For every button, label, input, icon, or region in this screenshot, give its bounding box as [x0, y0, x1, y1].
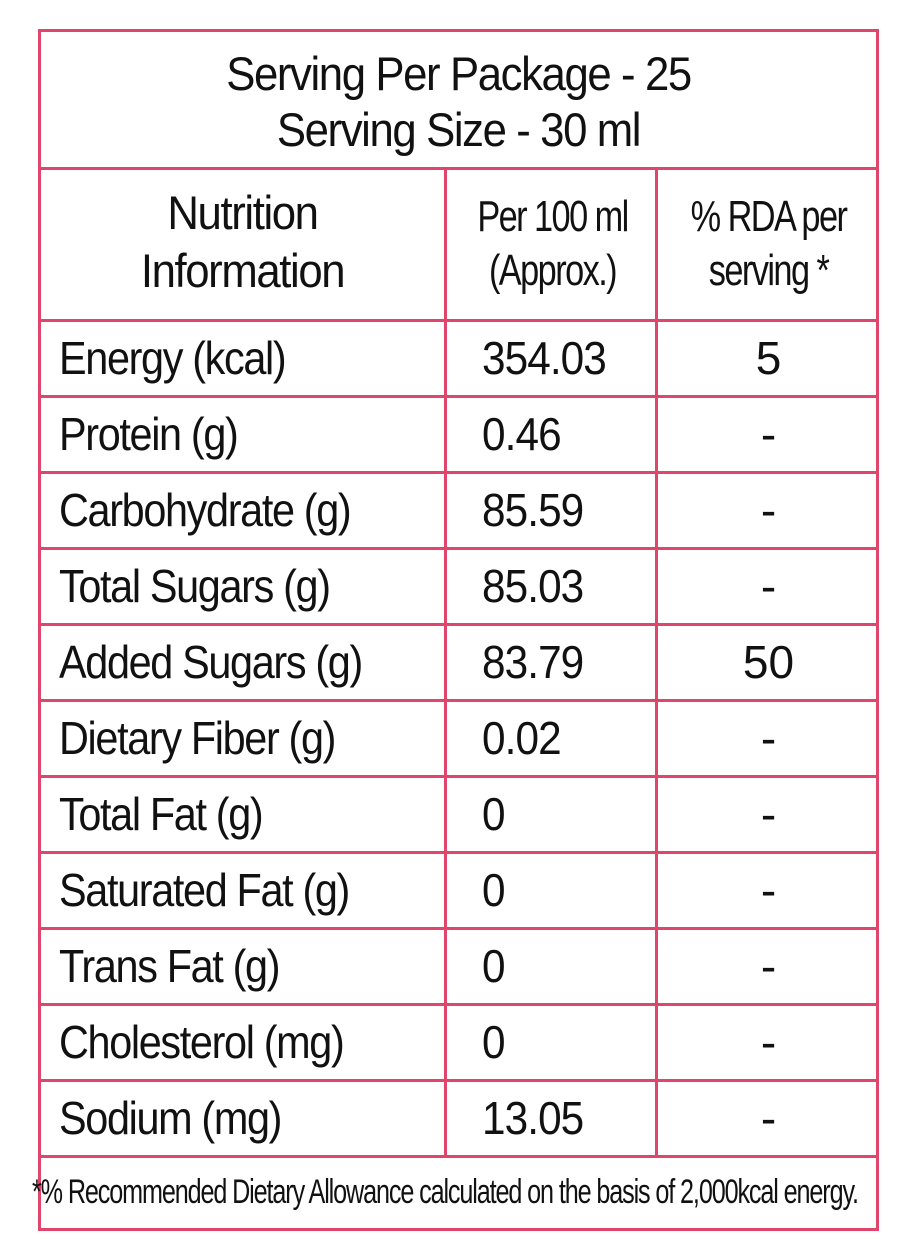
table-row: Added Sugars (g) 83.79 50 [41, 626, 876, 702]
nutrient-name: Dietary Fiber (g) [41, 702, 447, 775]
rda-value: - [760, 484, 777, 536]
per-100ml-value: 13.05 [450, 1082, 658, 1155]
header-rda-per-serving: % RDA per serving * [690, 192, 848, 295]
rda-value: 5 [755, 332, 782, 384]
per-100ml-value: 354.03 [450, 322, 658, 395]
table-row: Sodium (mg) 13.05 - [41, 1082, 876, 1158]
table-row: Cholesterol (mg) 0 - [41, 1006, 876, 1082]
nutrient-name: Protein (g) [41, 398, 447, 471]
rda-value: - [760, 560, 777, 612]
nutrient-name: Energy (kcal) [41, 322, 447, 395]
per-100ml-value: 83.79 [450, 626, 658, 699]
serving-info: Serving Per Package - 25 Serving Size - … [41, 32, 876, 170]
rda-value: - [760, 788, 777, 840]
table-row: Total Sugars (g) 85.03 - [41, 550, 876, 626]
rda-footnote: *% Recommended Dietary Allowance calcula… [32, 1173, 859, 1211]
rda-value: - [760, 408, 777, 460]
per-100ml-value: 0.46 [450, 398, 658, 471]
table-row: Saturated Fat (g) 0 - [41, 854, 876, 930]
table-row: Energy (kcal) 354.03 5 [41, 322, 876, 398]
table-row: Dietary Fiber (g) 0.02 - [41, 702, 876, 778]
rda-value: - [760, 1092, 777, 1144]
rda-value: - [760, 712, 777, 764]
header-per-100ml: Per 100 ml (Approx.) [450, 170, 658, 319]
nutrient-name: Sodium (mg) [41, 1082, 447, 1155]
serving-size: Serving Size - 30 ml [276, 103, 642, 156]
rda-value: 50 [742, 636, 795, 688]
table-row: Protein (g) 0.46 - [41, 398, 876, 474]
nutrition-label: Serving Per Package - 25 Serving Size - … [32, 29, 879, 1231]
rda-value: - [760, 1016, 777, 1068]
per-100ml-value: 0 [450, 1006, 658, 1079]
nutrient-name: Cholesterol (mg) [41, 1006, 447, 1079]
nutrient-name: Saturated Fat (g) [41, 854, 447, 927]
nutrient-name: Carbohydrate (g) [41, 474, 447, 547]
table-header-row: Nutrition Information Per 100 ml (Approx… [41, 170, 876, 322]
per-100ml-value: 0 [450, 854, 658, 927]
rda-value: - [760, 940, 777, 992]
nutrition-table: Nutrition Information Per 100 ml (Approx… [41, 170, 876, 1158]
nutrient-name: Added Sugars (g) [41, 626, 447, 699]
table-row: Trans Fat (g) 0 - [41, 930, 876, 1006]
header-nutrition-information: Nutrition Information [41, 170, 447, 319]
per-100ml-value: 0.02 [450, 702, 658, 775]
per-100ml-value: 85.03 [450, 550, 658, 623]
per-100ml-value: 85.59 [450, 474, 658, 547]
rda-value: - [760, 864, 777, 916]
table-row: Total Fat (g) 0 - [41, 778, 876, 854]
per-100ml-value: 0 [450, 930, 658, 1003]
table-row: Carbohydrate (g) 85.59 - [41, 474, 876, 550]
nutrient-name: Total Sugars (g) [41, 550, 447, 623]
nutrient-name: Total Fat (g) [41, 778, 447, 851]
nutrient-name: Trans Fat (g) [41, 930, 447, 1003]
per-100ml-value: 0 [450, 778, 658, 851]
servings-per-package: Serving Per Package - 25 [226, 47, 692, 100]
